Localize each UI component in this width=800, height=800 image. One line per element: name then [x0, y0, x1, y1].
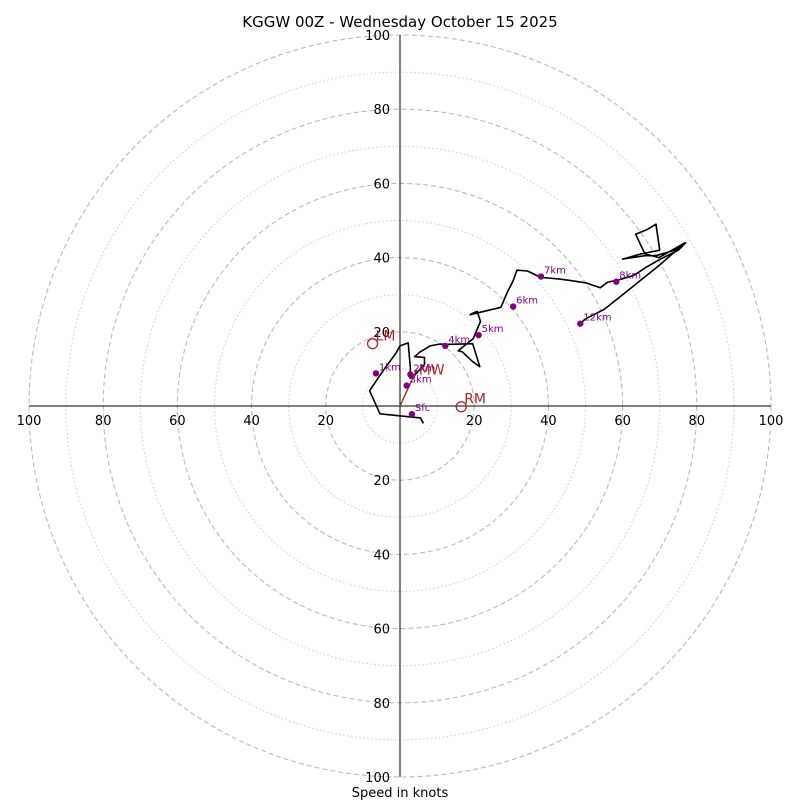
height-marker-dot — [537, 273, 545, 280]
hodograph-trace — [368, 223, 687, 424]
tick-label-left: 60 — [169, 414, 186, 429]
height-marker-dot — [372, 370, 380, 377]
storm-motion-marker — [366, 338, 379, 350]
height-marker-label: 4km — [448, 335, 470, 346]
height-marker-dot — [407, 371, 414, 378]
height-marker-label: 6km — [516, 296, 538, 307]
tick-label-right: 80 — [689, 414, 706, 429]
chart-title: KGGW 00Z - Wednesday October 15 2025 — [242, 13, 557, 31]
tick-label-left: 100 — [17, 414, 42, 429]
tick-label-left: 40 — [243, 414, 260, 429]
tick-label-down: 80 — [373, 697, 390, 712]
tick-label-right: 40 — [540, 414, 557, 429]
tick-label-left: 20 — [318, 414, 335, 429]
height-marker-dot — [442, 342, 449, 350]
tick-label-up: 80 — [373, 103, 390, 118]
height-marker-label: 1km — [379, 362, 401, 373]
tick-label-down: 20 — [373, 474, 390, 489]
tick-label-up: 40 — [373, 252, 390, 267]
height-marker-label: 7km — [544, 266, 566, 277]
storm-motion-label: RM — [464, 392, 486, 408]
hodograph-trace-group — [368, 223, 687, 424]
storm-motion-group: MW LM RM — [366, 329, 486, 413]
x-axis-label: Speed in knots — [352, 786, 449, 800]
storm-motion-marker — [455, 401, 467, 413]
tick-label-up: 100 — [365, 29, 390, 44]
tick-label-down: 100 — [365, 771, 390, 786]
tick-labels: 20 40 60 80 100 20 40 60 80 100 20 40 60 80 100 20 40 60 8… — [17, 29, 784, 786]
height-marker-dot — [577, 320, 584, 327]
height-marker-label: 5km — [482, 324, 504, 335]
height-marker-dot — [613, 278, 620, 285]
tick-label-up: 60 — [373, 177, 390, 192]
height-marker-dot — [509, 303, 517, 310]
tick-label-right: 20 — [466, 414, 483, 429]
tick-label-up: 20 — [373, 326, 390, 341]
height-marker-dot — [403, 382, 410, 389]
height-marker-label: 8km — [619, 271, 641, 282]
height-marker-label: 12km — [583, 313, 611, 324]
mean-wind-label: MW — [419, 363, 445, 379]
storm-motion-label: LM — [376, 329, 396, 345]
height-marker-dot — [475, 331, 482, 339]
height-marker-label: 2km — [413, 363, 435, 374]
tick-label-down: 40 — [373, 548, 390, 563]
tick-label-down: 60 — [373, 623, 390, 638]
tick-label-right: 60 — [614, 414, 631, 429]
height-marker-dot — [408, 410, 416, 418]
tick-label-right: 100 — [759, 414, 784, 429]
tick-label-left: 80 — [95, 414, 112, 429]
height-marker-label: Sfc — [415, 403, 430, 414]
height-marker-label: 3km — [410, 375, 432, 386]
